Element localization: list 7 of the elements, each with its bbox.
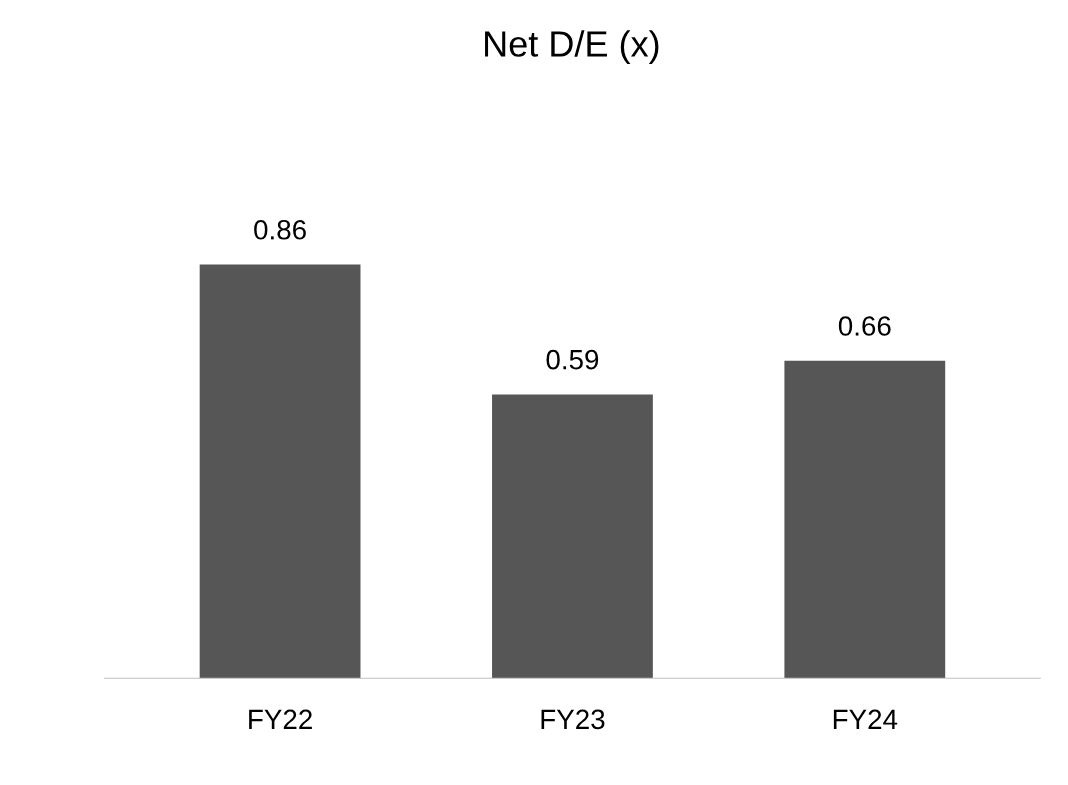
chart-title: Net D/E (x) <box>485 30 659 64</box>
data-label: 0.59 <box>546 349 599 370</box>
x-tick-label: FY22 <box>249 709 312 729</box>
data-label: 0.86 <box>254 219 306 240</box>
x-tick-label: FY23 <box>541 709 605 730</box>
data-label: 0.66 <box>838 316 891 336</box>
x-tick-label: FY24 <box>833 709 898 729</box>
